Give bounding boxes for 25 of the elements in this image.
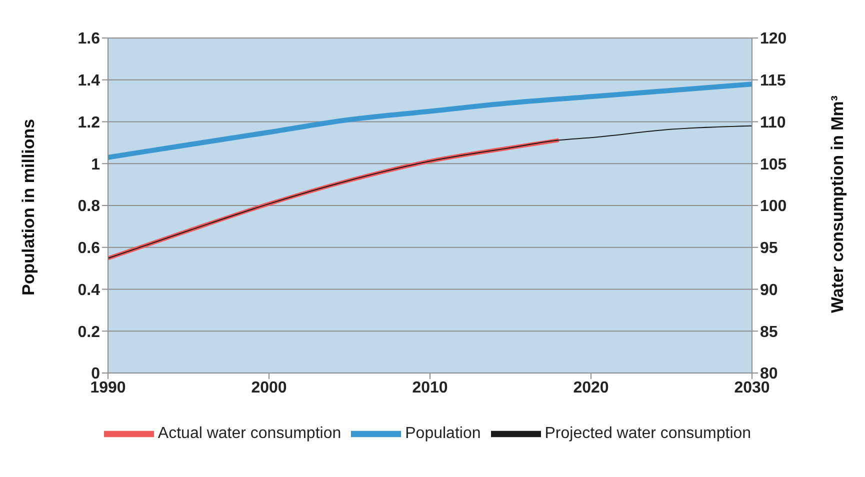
y-tick-label: 0.6 [78, 240, 100, 258]
y2-tick-label: 95 [760, 240, 778, 258]
y-tick-label: 1.2 [78, 114, 100, 132]
y-tick-label: 0.8 [78, 198, 100, 216]
y-tick-label: 0.2 [78, 324, 100, 341]
y-axis-title: Population in millions [19, 118, 38, 296]
y2-tick-label: 120 [760, 30, 787, 48]
y2-tick-label: 100 [760, 198, 787, 216]
y2-tick-label: 115 [760, 72, 786, 90]
y-tick-label: 1 [91, 156, 100, 174]
y-tick-label: 1.6 [78, 30, 100, 48]
y2-tick-label: 110 [760, 114, 786, 132]
x-tick-label: 2030 [734, 379, 770, 396]
legend-label: Projected water consumption [544, 425, 752, 442]
legend-label: Actual water consumption [158, 425, 342, 442]
x-tick-label: 2020 [573, 379, 609, 396]
legend-label: Population [405, 425, 481, 442]
y2-axis-title: Water consumption in Mm³ [828, 95, 848, 314]
y2-tick-label: 105 [760, 156, 787, 174]
y2-tick-label: 85 [760, 324, 778, 341]
x-tick-label: 2010 [412, 379, 448, 396]
x-tick-label: 2000 [251, 379, 287, 396]
y-tick-label: 1.4 [78, 72, 100, 90]
y2-tick-label: 90 [760, 282, 778, 299]
y-tick-label: 0.4 [78, 282, 100, 299]
